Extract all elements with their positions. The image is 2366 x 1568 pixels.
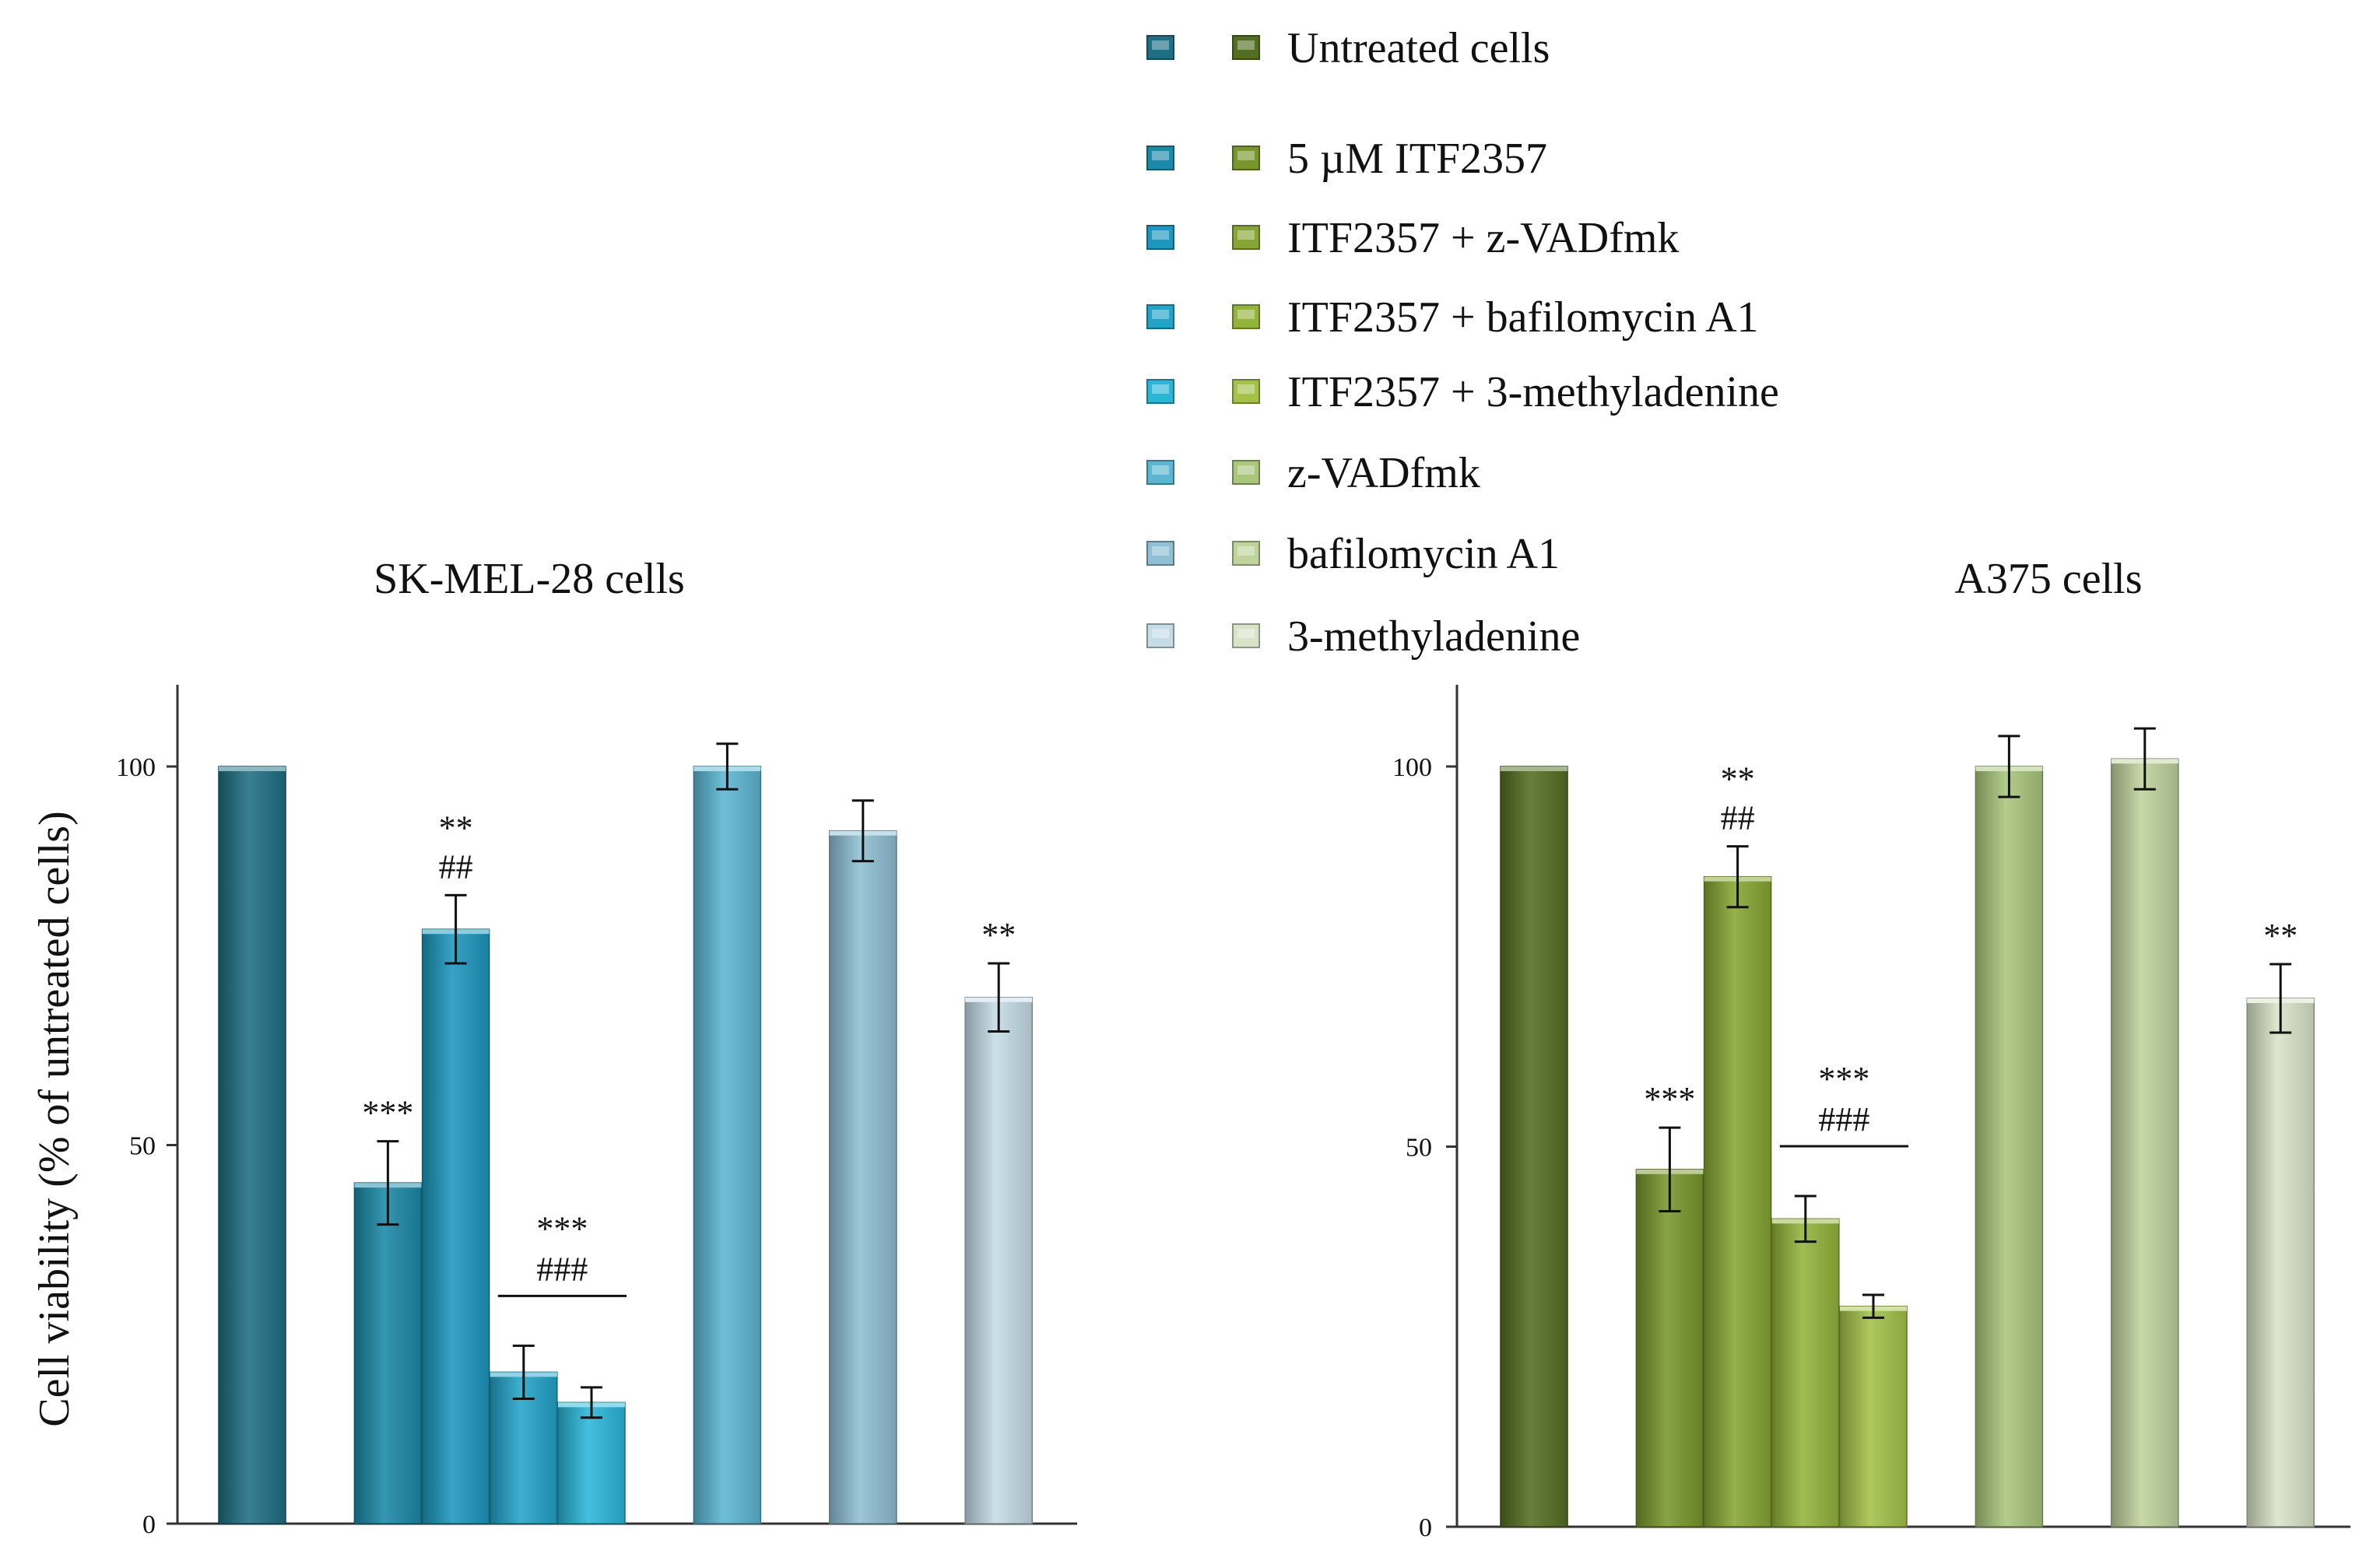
bar-cap [1501,766,1567,771]
significance-marker: ** [1721,760,1755,798]
significance-marker: ** [2263,917,2298,955]
error-bar [1998,735,2020,798]
bar [693,766,762,1524]
legend-label: 3-methyladenine [1287,612,1580,661]
y-axis-label: Cell viability (% of untreated cells) [30,811,79,1427]
legend-swatch-blue [1146,35,1174,60]
bar [1975,766,2044,1528]
legend-swatch-green-highlight [1237,40,1255,50]
legend: Untreated cells 5 µM ITF2357 ITF2357 + z-V… [1146,24,1779,661]
significance-marker: *** [1644,1080,1695,1118]
error-bar [512,1344,535,1400]
legend-swatch-blue-highlight [1152,310,1169,319]
legend-swatch-blue-highlight [1152,40,1169,50]
error-bar [851,799,874,863]
bar [353,1182,423,1524]
legend-swatch-green-highlight [1237,629,1255,638]
legend-swatch-green [1232,541,1260,566]
error-bar [377,1140,399,1226]
legend-item: ITF2357 + 3-methyladenine [1146,368,1779,416]
legend-item: ITF2357 + bafilomycin A1 [1146,293,1759,342]
significance-marker: ** [981,916,1016,954]
legend-swatch-green-highlight [1237,465,1255,475]
bar [829,830,897,1524]
bar [1703,875,1772,1528]
legend-item: bafilomycin A1 [1146,530,1560,578]
legend-swatch-green-highlight [1237,151,1255,160]
bar [964,997,1033,1524]
y-tick-label: 100 [1392,753,1432,782]
error-bar [1659,1126,1681,1213]
chart-panel-skmel28: SK-MEL-28 cells Cell viability (% of unt… [30,555,1077,1539]
chart-title: A375 cells [1954,555,2142,603]
legend-label: ITF2357 + z-VADfmk [1287,214,1679,262]
significance-marker: ## [1721,799,1755,837]
legend-item: 5 µM ITF2357 [1146,135,1547,183]
bar [1771,1218,1840,1528]
legend-item: z-VADfmk [1146,449,1480,497]
legend-swatch-green-highlight [1237,310,1255,319]
y-tick-label: 0 [1419,1514,1432,1542]
legend-swatch-blue [1146,623,1174,648]
legend-item: ITF2357 + z-VADfmk [1146,214,1679,262]
y-tick-label: 0 [142,1510,156,1539]
error-bar [2133,727,2156,791]
error-bar [1794,1194,1817,1244]
legend-label: z-VADfmk [1287,449,1480,497]
significance-marker: ### [1818,1100,1869,1138]
bar [218,766,286,1524]
legend-swatch-blue-highlight [1152,384,1169,394]
y-tick-label: 50 [129,1132,156,1161]
bar [1500,766,1568,1528]
error-bar [716,742,739,791]
significance-marker: *** [362,1094,413,1132]
y-tick-label: 50 [1406,1134,1432,1163]
legend-swatch-blue-highlight [1152,151,1169,160]
bar [1635,1169,1704,1528]
error-bar [581,1386,602,1419]
bar [557,1401,626,1524]
y-tick-label: 100 [116,753,156,782]
error-bar [2269,963,2292,1034]
chart-title: SK-MEL-28 cells [374,555,685,603]
legend-swatch-blue-highlight [1152,629,1169,638]
error-bar [988,962,1010,1033]
bar [2246,998,2315,1528]
significance-marker: ## [439,847,473,886]
error-bar [444,893,467,965]
legend-label: 5 µM ITF2357 [1287,135,1547,183]
significance-marker: ** [439,809,473,847]
error-bar [1726,845,1749,909]
significance-marker: *** [1818,1060,1869,1098]
legend-label: ITF2357 + bafilomycin A1 [1287,293,1759,342]
legend-swatch-green-highlight [1237,384,1255,394]
legend-label: bafilomycin A1 [1287,530,1560,578]
bar [1839,1305,1908,1528]
legend-item: 3-methyladenine [1146,612,1580,661]
error-bar [1862,1293,1884,1319]
legend-label: ITF2357 + 3-methyladenine [1287,368,1779,416]
legend-swatch-green [1232,304,1260,329]
legend-swatch-green [1232,379,1260,404]
bar [2111,758,2179,1528]
legend-item: Untreated cells [1146,24,1550,72]
legend-label: Untreated cells [1287,24,1550,72]
legend-swatch-green-highlight [1237,230,1255,240]
bar [421,928,490,1524]
significance-marker: *** [536,1209,588,1247]
legend-swatch-blue-highlight [1152,465,1169,475]
legend-swatch-blue-highlight [1152,546,1169,556]
significance-marker: ### [536,1250,588,1288]
bar-cap [219,766,286,771]
legend-swatch-green-highlight [1237,546,1255,556]
legend-swatch-blue-highlight [1152,230,1169,240]
